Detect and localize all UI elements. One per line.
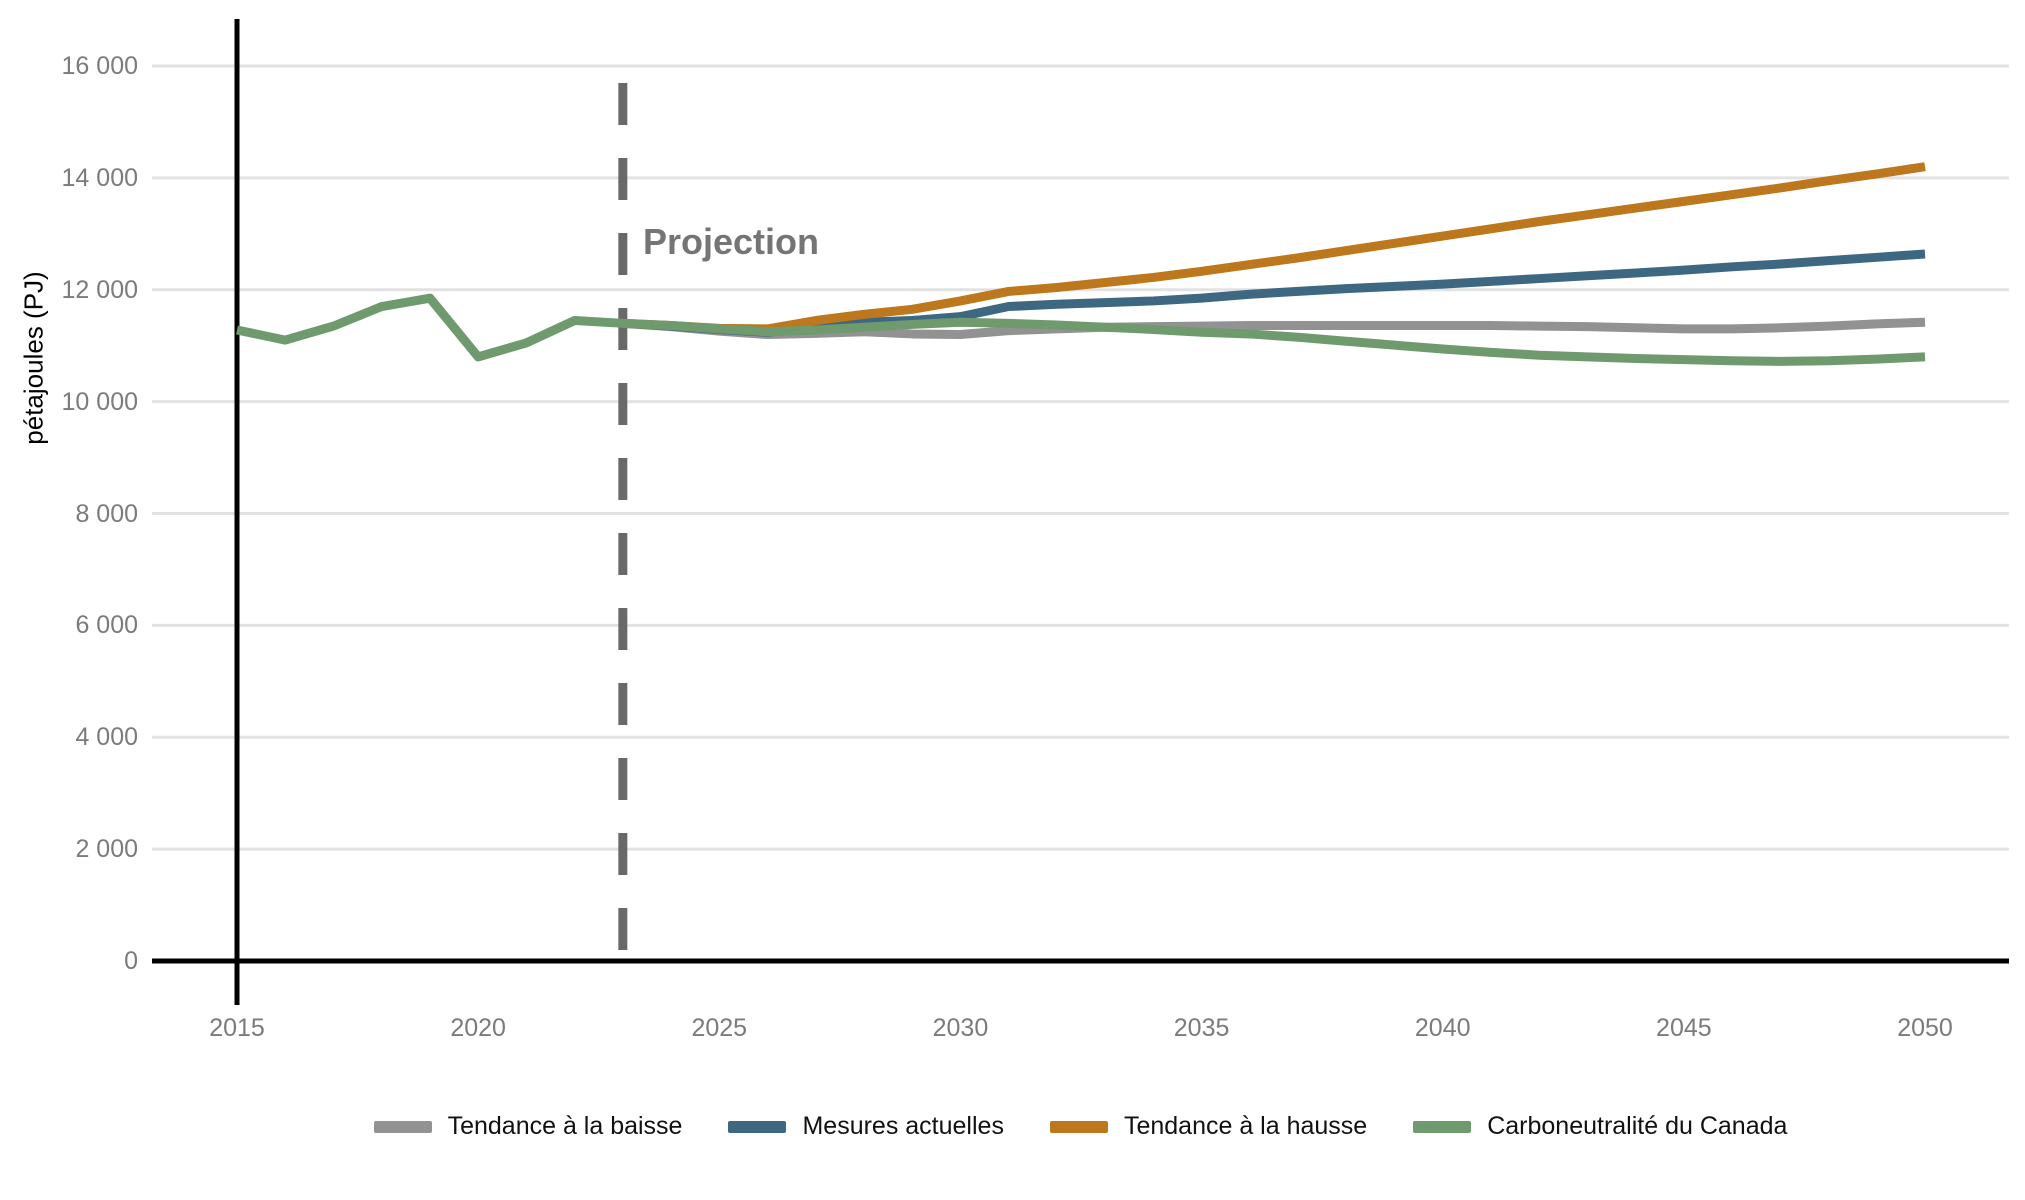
legend-swatch (373, 1120, 432, 1133)
x-axis-tick-label: 2040 (1414, 1014, 1471, 1042)
legend-swatch (1413, 1120, 1472, 1133)
projection-annotation: Projection (643, 221, 820, 262)
legend: Tendance à la baisse Mesures actuelles Ten… (152, 1112, 2009, 1141)
x-axis-tick-label: 2025 (691, 1014, 748, 1042)
y-axis-tick-label: 14 000 (61, 163, 138, 192)
y-axis-tick-label: 16 000 (61, 52, 138, 80)
legend-item: Carboneutralité du Canada (1413, 1112, 1787, 1141)
x-axis-tick-label: 2035 (1173, 1014, 1230, 1042)
y-axis-tick-label: 4 000 (75, 723, 138, 752)
y-axis-tick-label: 0 (124, 947, 138, 975)
y-axis-tick-label: 8 000 (75, 499, 138, 528)
legend-swatch (1049, 1120, 1108, 1133)
legend-label: Carboneutralité du Canada (1487, 1112, 1788, 1140)
legend-item: Tendance à la hausse (1049, 1112, 1368, 1141)
series-line-3 (236, 293, 1926, 366)
y-axis-tick-label: 2 000 (75, 835, 138, 864)
series-line-2 (622, 162, 1926, 334)
x-axis-tick-label: 2020 (450, 1014, 506, 1042)
legend-item: Tendance à la baisse (373, 1112, 683, 1141)
y-axis-tick-label: 6 000 (75, 611, 138, 640)
y-axis-tick-label: 12 000 (61, 275, 138, 304)
y-axis-tick-label: 10 000 (61, 387, 138, 416)
legend-label: Mesures actuelles (802, 1112, 1004, 1140)
x-axis-tick-label: 2045 (1656, 1014, 1712, 1042)
x-axis-tick-label: 2050 (1897, 1014, 1953, 1042)
y-axis-title: pétajoules (PJ) (18, 271, 49, 445)
legend-item: Mesures actuelles (728, 1112, 1004, 1141)
legend-label: Tendance à la baisse (447, 1112, 683, 1140)
legend-swatch (728, 1120, 787, 1133)
x-axis-tick-label: 2030 (932, 1014, 989, 1042)
x-axis-tick-label: 2015 (209, 1014, 265, 1042)
legend-label: Tendance à la hausse (1123, 1112, 1368, 1140)
